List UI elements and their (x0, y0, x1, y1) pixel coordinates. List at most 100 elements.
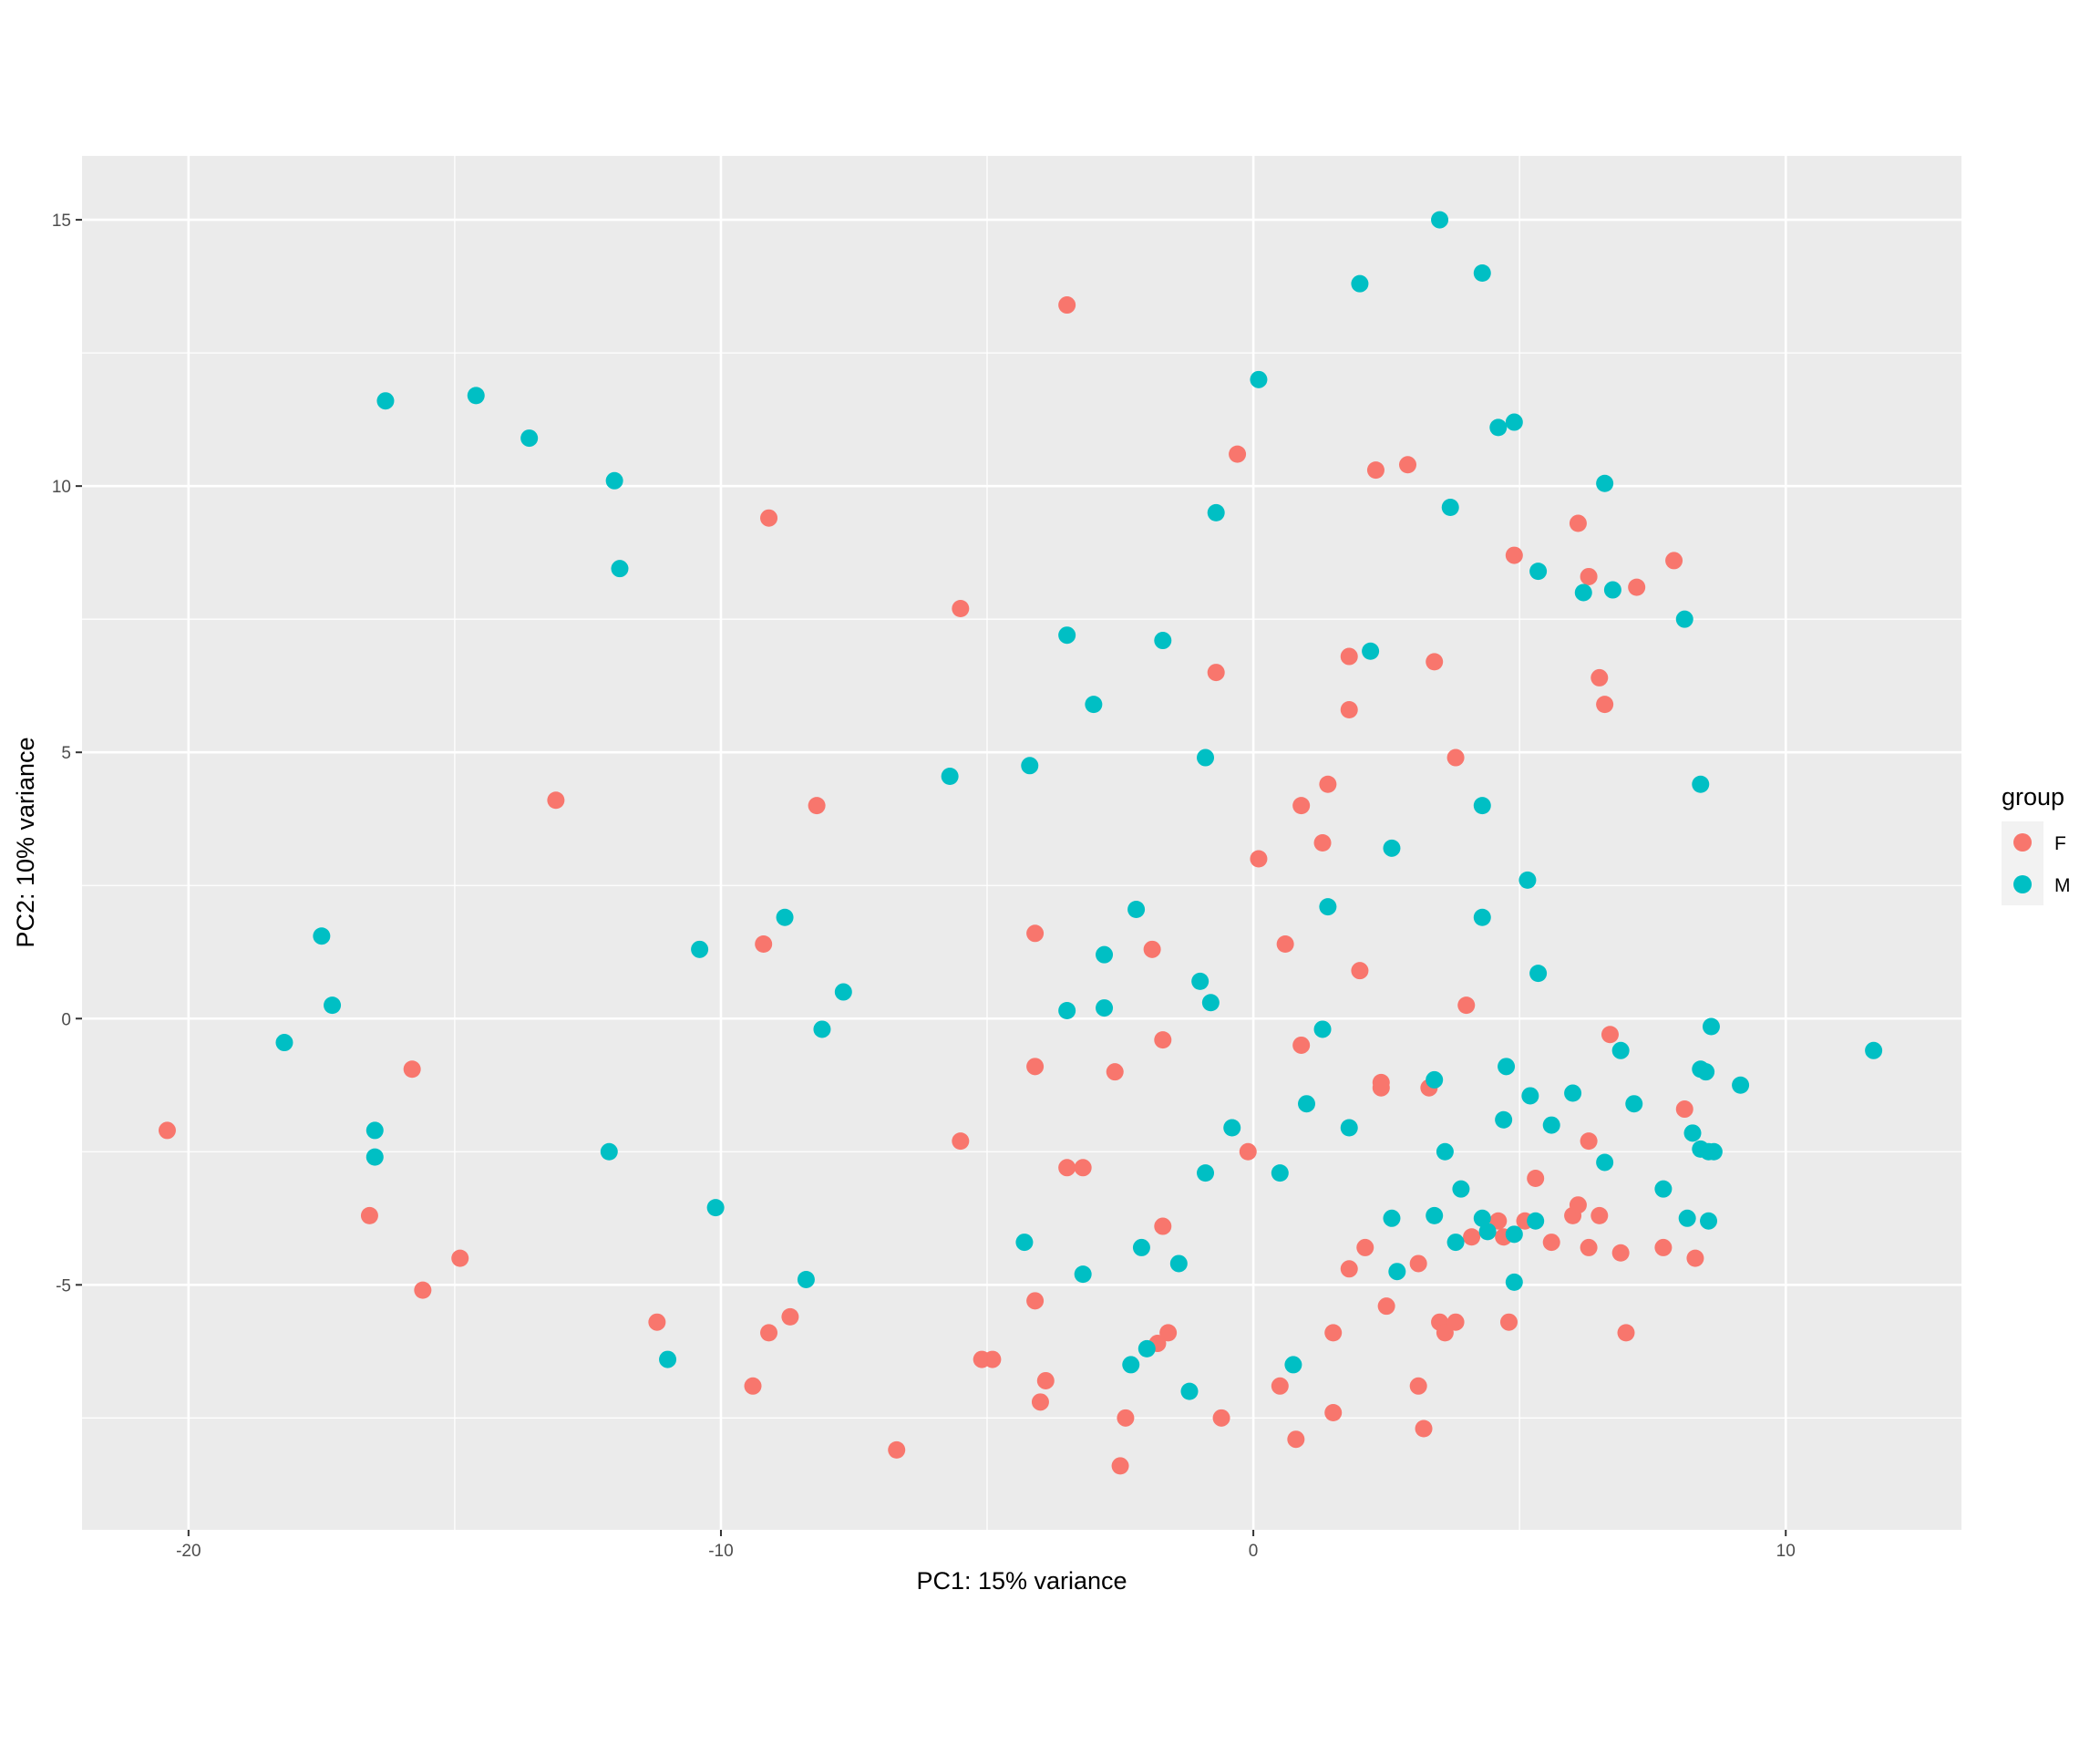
data-point-m (1085, 696, 1103, 714)
data-point-f (1250, 850, 1268, 868)
data-point-m (520, 429, 539, 448)
data-point-m (1096, 945, 1114, 964)
data-point-m (1697, 1063, 1715, 1081)
data-point-f (451, 1249, 469, 1267)
data-point-m (1122, 1356, 1140, 1374)
data-point-f (1319, 775, 1337, 793)
data-point-f (1111, 1457, 1129, 1475)
data-point-f (403, 1060, 421, 1079)
data-point-f (1106, 1063, 1124, 1081)
y-tick-label: 5 (61, 744, 71, 763)
data-point-f (1569, 1196, 1587, 1214)
data-point-f (1058, 1159, 1076, 1177)
data-point-m (1603, 581, 1621, 599)
data-point-f (1409, 1254, 1427, 1273)
data-point-f (1340, 647, 1358, 666)
data-point-m (1678, 1209, 1696, 1227)
data-point-m (1495, 1110, 1513, 1129)
data-point-m (1446, 1234, 1465, 1252)
panel-background (82, 156, 1961, 1530)
data-point-m (1223, 1119, 1241, 1137)
data-point-f (1686, 1249, 1704, 1267)
legend-label-f: F (2054, 833, 2066, 854)
data-point-m (1298, 1095, 1316, 1113)
data-point-m (1505, 1273, 1523, 1291)
data-point-m (324, 996, 342, 1015)
data-point-f (1271, 1377, 1289, 1395)
data-point-m (1154, 632, 1172, 650)
data-point-f (1665, 552, 1683, 570)
data-point-f (1542, 1234, 1560, 1252)
data-point-m (659, 1350, 677, 1368)
data-point-f (1143, 940, 1161, 958)
data-point-f (1313, 834, 1332, 852)
data-point-f (1026, 1292, 1045, 1310)
data-point-m (813, 1020, 831, 1038)
data-point-m (1505, 413, 1523, 431)
data-point-m (1527, 1212, 1545, 1230)
data-point-m (1529, 965, 1548, 983)
data-point-f (360, 1206, 378, 1224)
data-point-m (600, 1142, 618, 1161)
data-point-m (1271, 1164, 1289, 1182)
legend: group F M (2002, 783, 2071, 905)
data-point-f (158, 1121, 176, 1140)
data-point-m (706, 1199, 725, 1217)
data-point-m (1473, 264, 1491, 283)
data-point-m (1702, 1017, 1720, 1036)
data-point-m (1611, 1041, 1630, 1059)
data-point-m (1564, 1084, 1582, 1102)
data-point-m (691, 940, 709, 958)
data-point-f (1207, 664, 1225, 682)
x-tick-label: -20 (176, 1542, 201, 1561)
y-axis-ticks: -5 0 5 10 15 (52, 212, 82, 1296)
data-point-m (1058, 626, 1076, 645)
data-point-f (1356, 1238, 1374, 1256)
data-point-m (1431, 211, 1449, 229)
data-point-f (414, 1281, 432, 1299)
data-point-m (1319, 898, 1337, 916)
data-point-m (1426, 1206, 1444, 1224)
data-point-m (1473, 1209, 1491, 1227)
data-point-f (1409, 1377, 1427, 1395)
data-point-f (1276, 934, 1294, 953)
data-point-f (1601, 1026, 1619, 1044)
legend-label-m: M (2054, 875, 2071, 896)
data-point-m (1436, 1142, 1454, 1161)
data-point-f (1058, 296, 1076, 315)
data-point-f (1489, 1212, 1508, 1230)
data-point-m (313, 927, 331, 945)
data-point-m (1498, 1058, 1516, 1076)
data-point-f (547, 791, 565, 810)
data-point-m (365, 1121, 384, 1140)
data-point-m (1197, 748, 1215, 767)
data-point-m (1426, 1070, 1444, 1089)
data-point-m (1732, 1076, 1750, 1094)
data-point-f (1324, 1403, 1343, 1421)
data-point-m (1473, 908, 1491, 926)
data-point-m (1865, 1041, 1883, 1059)
data-point-f (1446, 1313, 1465, 1331)
data-point-f (1611, 1244, 1630, 1262)
data-point-m (1021, 757, 1039, 775)
y-tick-label: 0 (61, 1010, 71, 1029)
data-point-f (1596, 696, 1614, 714)
data-point-m (1138, 1339, 1156, 1358)
data-point-m (1542, 1116, 1560, 1134)
data-point-m (605, 471, 623, 490)
data-point-f (983, 1350, 1002, 1368)
data-point-f (1426, 653, 1444, 671)
data-point-m (1383, 1209, 1401, 1227)
data-point-m (1704, 1142, 1723, 1161)
data-point-f (1580, 1132, 1598, 1151)
data-point-m (1180, 1382, 1199, 1400)
data-point-f (1026, 924, 1045, 943)
data-point-f (760, 509, 778, 527)
data-point-f (1675, 1100, 1693, 1119)
data-point-f (781, 1307, 799, 1326)
data-point-m (1478, 1223, 1497, 1241)
x-axis-title: PC1: 15% variance (916, 1567, 1127, 1595)
data-point-m (1625, 1095, 1643, 1113)
